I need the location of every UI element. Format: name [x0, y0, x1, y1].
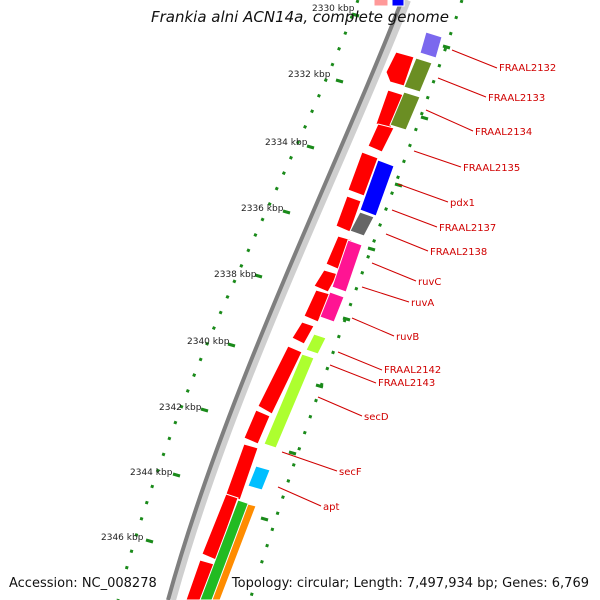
tick-label-2344: 2344 kbp: [130, 468, 173, 478]
map-title: Frankia alni ACN14a, complete genome: [151, 8, 449, 26]
forward-genes: [185, 51, 415, 600]
gene-label-FRAAL2143: FRAAL2143: [378, 378, 435, 389]
tick-label-2334: 2334 kbp: [265, 138, 308, 148]
gene-FRAAL2132: [419, 31, 443, 59]
tick-label-2336: 2336 kbp: [241, 204, 284, 214]
gene-label-ruvA: ruvA: [411, 298, 434, 309]
gene-label-FRAAL2138: FRAAL2138: [430, 247, 487, 258]
backbone-ring: [166, 0, 404, 600]
gene-FRAAL2134: [389, 91, 421, 131]
gene-FRAAL2142: [305, 333, 327, 355]
gene-label-FRAAL2137: FRAAL2137: [439, 223, 496, 234]
gene-label-FRAAL2134: FRAAL2134: [475, 127, 532, 138]
gene-orange: [211, 503, 257, 600]
gene-label-FRAAL2142: FRAAL2142: [384, 365, 441, 376]
gene-arrow: [347, 151, 379, 197]
tick-label-2338: 2338 kbp: [214, 270, 257, 280]
tick-labels: 2330 kbp 2332 kbp 2334 kbp 2336 kbp 2338…: [101, 4, 355, 543]
gene-arrow: [385, 51, 415, 87]
gene-arrow: [243, 409, 271, 445]
gene-arrow: [291, 321, 315, 345]
gene-pdx1: [359, 159, 395, 217]
gene-label-FRAAL2133: FRAAL2133: [488, 93, 545, 104]
genome-summary-text: Topology: circular; Length: 7,497,934 bp…: [228, 576, 592, 591]
reverse-genes: [199, 0, 443, 600]
tick-marks: [145, 12, 360, 544]
gene-top-pink: [373, 0, 389, 7]
gene-ruvA: [319, 291, 345, 323]
gene-FRAAL2133: [403, 57, 433, 93]
gene-ruvC: [331, 239, 363, 293]
backbone-shadow: [168, 0, 411, 600]
gene-FRAAL2138: [349, 211, 375, 237]
gene-arrow: [225, 443, 259, 501]
tick-label-2332: 2332 kbp: [288, 70, 331, 80]
gene-label-secF: secF: [339, 467, 362, 478]
gene-label-secD: secD: [364, 412, 389, 423]
gene-label-FRAAL2135: FRAAL2135: [463, 163, 520, 174]
gene-arrow: [185, 559, 215, 600]
gene-green: [199, 499, 251, 600]
tick-label-2346: 2346 kbp: [101, 533, 144, 543]
gene-arrow: [313, 269, 339, 293]
gene-label-apt: apt: [323, 502, 339, 513]
tick-label-2342: 2342 kbp: [159, 403, 202, 413]
gene-arrow: [335, 195, 362, 233]
gene-top-blue: [391, 0, 405, 7]
gene-arrow: [303, 289, 331, 323]
gene-label-ruvB: ruvB: [396, 332, 419, 343]
gene-arrow: [257, 345, 303, 415]
gene-label-ruvC: ruvC: [418, 277, 441, 288]
gene-label-FRAAL2132: FRAAL2132: [499, 63, 556, 74]
gene-secD: [263, 353, 315, 449]
gene-label-pdx1: pdx1: [450, 198, 475, 209]
accession-text: Accession: NC_008278: [6, 576, 160, 591]
label-leaders: [277, 49, 498, 507]
gene-labels: FRAAL2132 FRAAL2133 FRAAL2134 FRAAL2135 …: [323, 63, 556, 513]
tick-label-2330: 2330 kbp: [312, 4, 355, 14]
inner-ticks: [260, 44, 451, 522]
gene-secF: [247, 465, 271, 491]
gene-arrow: [367, 123, 395, 153]
tick-label-2340: 2340 kbp: [187, 337, 230, 347]
